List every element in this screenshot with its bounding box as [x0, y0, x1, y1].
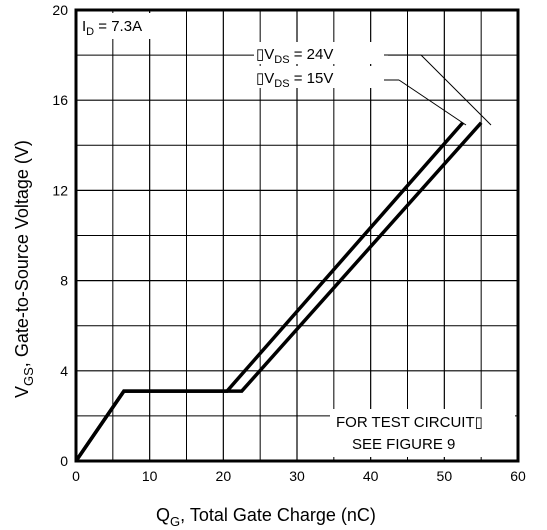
vds24-leader-diag — [420, 54, 492, 126]
x-tick-label: 50 — [437, 468, 453, 484]
y-tick-label: 0 — [60, 453, 68, 469]
y-tick-label: 16 — [52, 92, 68, 108]
test-circuit-line2: SEE FIGURE 9 — [352, 436, 455, 453]
vds15-label-box — [254, 66, 388, 88]
vds15-leader-diag — [398, 79, 467, 126]
x-tick-label: 40 — [363, 468, 379, 484]
y-axis-label: VGS, Gate-to-Source Voltage (V) — [12, 140, 36, 398]
x-axis-label: QG, Total Gate Charge (nC) — [156, 505, 376, 529]
plot-frame — [74, 8, 520, 463]
vds24-label-box — [254, 42, 388, 64]
x-tick-label: 0 — [72, 468, 80, 484]
id-annotation: ID = 7.3A — [82, 18, 142, 38]
test-circuit-line1: FOR TEST CIRCUIT▯ — [336, 414, 483, 431]
vds15-label: ▯VDS = 15V — [256, 70, 333, 90]
x-tick-label: 30 — [289, 468, 305, 484]
data-series — [74, 121, 483, 462]
test-circuit-box — [330, 409, 515, 457]
y-tick-label: 20 — [52, 2, 68, 18]
tick-labels: 0 10 20 30 40 50 60 0 4 8 12 16 20 — [52, 2, 526, 484]
vds24-label: ▯VDS = 24V — [256, 46, 333, 66]
x-tick-label: 20 — [216, 468, 232, 484]
id-annotation-box — [79, 13, 175, 39]
y-tick-label: 8 — [60, 273, 68, 289]
series-line-vds-15v — [74, 121, 465, 462]
x-tick-label: 60 — [510, 468, 526, 484]
x-tick-label: 10 — [142, 468, 158, 484]
y-tick-label: 12 — [52, 182, 68, 198]
y-tick-label: 4 — [60, 363, 68, 379]
